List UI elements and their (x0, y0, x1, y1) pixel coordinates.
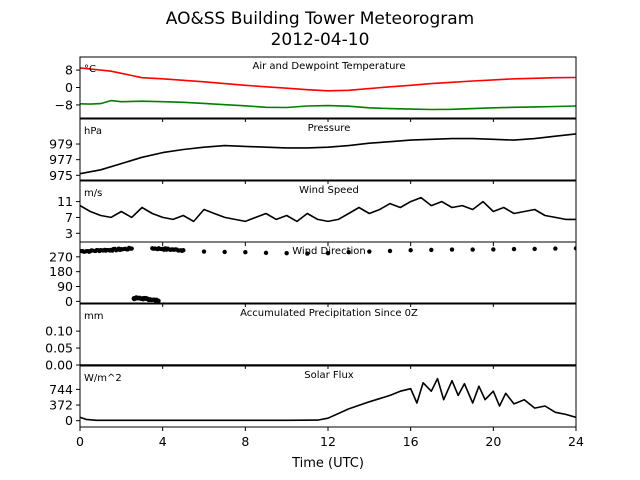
panel-accumulated-precipitation-since-0z: 0.00 0.05 0.10 Accumulated Precipitation Si… (45, 303, 577, 373)
series-line (80, 99, 576, 111)
panel-group: −8 0 8 Air and Dewpoint Temperature °C 975977… (45, 56, 577, 431)
data-point (128, 246, 133, 251)
x-axis-label: Time (UTC) (291, 456, 364, 471)
data-point (532, 246, 537, 252)
x-tick-label: 16 (403, 434, 419, 449)
y-tick-label: 977 (49, 152, 73, 167)
x-tick-label: 4 (159, 434, 167, 449)
panel-air-and-dewpoint-temperature: −8 0 8 Air and Dewpoint Temperature °C (55, 56, 577, 122)
series-line (80, 377, 576, 422)
y-tick-label: 270 (49, 249, 73, 264)
panel-unit: °C (84, 64, 96, 75)
x-tick-label: 12 (320, 434, 336, 449)
data-point (346, 250, 351, 255)
data-point (553, 246, 558, 251)
y-tick-label: 3 (65, 226, 73, 241)
data-point (470, 247, 475, 252)
chart-subtitle: 2012-04-10 (271, 30, 370, 50)
y-tick-label: 372 (49, 398, 73, 413)
panel-title: Wind Direction (292, 246, 366, 257)
series-wind-direction-0 (80, 245, 576, 256)
y-tick-label: 0 (65, 294, 73, 309)
series-pressure-0 (80, 133, 576, 175)
data-point (305, 251, 310, 256)
data-point (573, 246, 576, 251)
data-point (367, 249, 372, 254)
y-tick-label: 180 (49, 264, 73, 279)
y-tick-label: 979 (49, 137, 73, 152)
data-point (511, 246, 517, 252)
series-air-and-dewpoint-temperature-1 (80, 99, 576, 111)
series-solar-flux-0 (80, 377, 576, 422)
data-point (284, 251, 289, 256)
data-point (201, 249, 207, 254)
x-tick-label: 20 (485, 434, 501, 449)
panel-title: Accumulated Precipitation Since 0Z (240, 308, 418, 319)
panel-unit: W/m^2 (84, 373, 122, 384)
panel-unit: m/s (84, 188, 102, 199)
panel-title: Air and Dewpoint Temperature (253, 61, 406, 72)
panel-title: Solar Flux (304, 370, 354, 381)
y-tick-label: 0.00 (45, 358, 73, 373)
panel-unit: hPa (84, 126, 102, 137)
data-point (180, 248, 185, 253)
data-point (263, 250, 269, 256)
series-line (80, 196, 576, 223)
series-line (80, 133, 576, 175)
x-tick-label: 0 (76, 434, 84, 449)
panel-title: Wind Speed (299, 185, 359, 196)
data-point (155, 299, 160, 303)
data-point (429, 247, 434, 253)
y-tick-label: 7 (65, 210, 73, 225)
series-line (80, 67, 576, 92)
y-tick-label: 0.05 (45, 341, 73, 356)
x-axis: 0 4 8 12 16 20 24 (76, 434, 584, 449)
data-point (325, 251, 331, 256)
data-point (449, 247, 455, 252)
y-tick-label: −8 (55, 97, 73, 112)
panel-title: Pressure (308, 123, 351, 134)
y-tick-label: 975 (49, 168, 73, 183)
panel-unit: mm (84, 311, 103, 322)
data-point (491, 247, 496, 252)
chart-title: AO&SS Building Tower Meteorogram (166, 9, 474, 29)
y-tick-label: 0 (65, 413, 73, 428)
series-wind-direction-1 (131, 295, 161, 303)
y-tick-label: 11 (57, 194, 73, 209)
x-tick-label: 8 (241, 434, 249, 449)
data-point (243, 250, 248, 255)
data-point (387, 248, 393, 254)
data-point (222, 249, 227, 255)
y-tick-label: 0 (65, 80, 73, 95)
series-air-and-dewpoint-temperature-0 (80, 67, 576, 92)
y-tick-label: 8 (65, 63, 73, 78)
x-tick-label: 24 (568, 434, 584, 449)
y-tick-label: 744 (49, 382, 73, 397)
data-point (408, 248, 413, 253)
series-wind-speed-0 (80, 196, 576, 223)
y-tick-label: 0.10 (45, 324, 73, 339)
y-tick-label: 90 (57, 279, 73, 294)
